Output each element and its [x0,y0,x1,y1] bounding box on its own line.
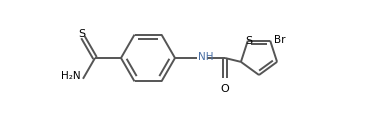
Text: O: O [221,84,230,94]
Text: H₂N: H₂N [61,71,81,81]
Text: NH: NH [198,52,214,62]
Text: S: S [79,29,86,39]
Text: Br: Br [274,35,286,45]
Text: S: S [245,36,252,46]
